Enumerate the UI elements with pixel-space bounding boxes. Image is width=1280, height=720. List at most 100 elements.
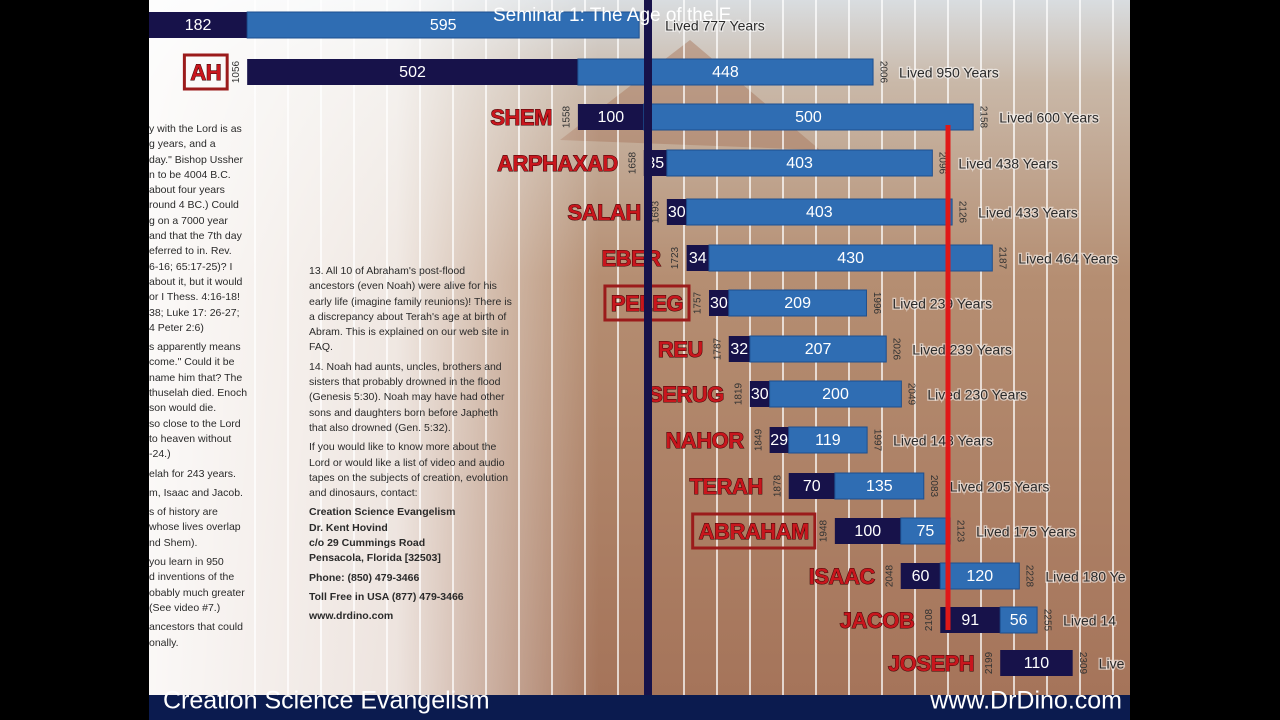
paragraph: m, Isaac and Jacob. [149, 486, 289, 501]
bar-before-label: 100 [597, 109, 624, 126]
left-notes: y with the Lord is as g years, and a day."… [149, 122, 289, 655]
death-year: 2255 [1041, 609, 1052, 632]
bar-before-label: 502 [399, 64, 426, 81]
patriarch-name: TERAH [689, 474, 762, 499]
birth-year: 1056 [231, 60, 242, 83]
text-line: m, Isaac and Jacob. [149, 486, 243, 499]
text-line: onally. [149, 636, 179, 649]
lived-label: Live [1099, 656, 1125, 672]
lived-label: Lived 433 Years [978, 205, 1078, 221]
text-line: 4 Peter 2:6) [149, 321, 204, 334]
bar-after [769, 380, 902, 408]
birth-year: 1948 [818, 519, 829, 542]
birth-year: 1757 [693, 291, 704, 314]
text-line: name him that? The [149, 371, 243, 384]
lived-label: Lived 205 Years [950, 479, 1050, 495]
text-line: s of history are [149, 506, 218, 519]
bar-before [247, 59, 578, 85]
text-line: day." Bishop Ussher [149, 153, 243, 166]
bar-before-label: 29 [770, 432, 788, 449]
bar-before-label: 91 [961, 612, 979, 629]
lived-label: Lived 438 Years [958, 156, 1058, 172]
death-year: 2158 [978, 106, 989, 129]
bar-after [577, 58, 874, 86]
patriarch-name: NAHOR [665, 428, 744, 453]
death-year: 2123 [954, 520, 965, 543]
birth-year: 2108 [924, 608, 935, 631]
bar-after [749, 335, 887, 363]
patriarch-name: JOSEPH [888, 651, 974, 676]
text-line: If you would like to know more about the [309, 441, 497, 454]
text-line: tapes on the subjects of creation, evolu… [309, 471, 509, 484]
bar-after-label: 595 [430, 17, 457, 34]
death-year: 1996 [871, 292, 882, 315]
lived-label: Lived 148 Years [893, 433, 993, 449]
bar-before-label: 182 [185, 17, 212, 34]
text-line: round 4 BC.) Could [149, 199, 239, 212]
paragraph: elah for 243 years. [149, 467, 289, 482]
document-fade [149, 0, 599, 695]
bar-after [643, 103, 974, 131]
text-line: thuselah died. Enoch [149, 387, 248, 400]
bar-after-label: 56 [1010, 612, 1028, 629]
birth-year: 1878 [772, 474, 783, 497]
text-line: y with the Lord is as [149, 123, 242, 135]
bar-after [900, 517, 951, 545]
patriarch-name: REU [658, 337, 703, 362]
text-line: come." Could it be [149, 356, 235, 369]
text-line: son would die. [149, 402, 217, 415]
paragraph: 13. All 10 of Abraham's post-flood ancest… [309, 264, 579, 356]
text-line: Toll Free in USA (877) 479-3466 [309, 590, 464, 603]
bar-before [900, 563, 941, 589]
text-line: whose lives overlap [149, 521, 241, 534]
bar-after [728, 289, 867, 317]
bar-after [666, 149, 933, 177]
bar-before-label: 100 [854, 523, 881, 540]
patriarch-name: SALAH [568, 200, 641, 225]
bar-after [788, 426, 868, 454]
birth-year: 1849 [753, 428, 764, 451]
bar-before [686, 245, 710, 271]
text-line: d inventions of the [149, 571, 235, 584]
text-line: eferred to in. Rev. [149, 245, 232, 258]
text-line: (Genesis 5:30). Noah may have had other [309, 391, 505, 404]
death-year: 2228 [1024, 565, 1035, 588]
text-line: -24.) [149, 448, 171, 461]
paragraph: s of history are whose lives overlap nd Sh… [149, 505, 289, 551]
lived-label: Lived 239 Years [892, 296, 992, 312]
bar-after-label: 200 [822, 386, 849, 403]
bar-before-label: 30 [668, 204, 686, 221]
text-line: n to be 4004 B.C. [149, 168, 231, 181]
text-line: Creation Science Evangelism [309, 506, 456, 519]
text-line: to heaven without [149, 432, 232, 445]
text-line: ancestors (even Noah) were alive for his [309, 280, 497, 293]
paragraph: Creation Science Evangelism Dr. Kent Hovi… [309, 505, 579, 566]
paragraph: 14. Noah had aunts, uncles, brothers and… [309, 360, 579, 436]
bar-before [834, 518, 901, 544]
patriarch-name: AH [190, 60, 221, 85]
text-line: c/o 29 Cummings Road [309, 537, 426, 550]
bar-after [834, 472, 925, 500]
text-line: FAQ. [309, 341, 333, 354]
bar-after [708, 244, 993, 272]
lived-label: Lived 777 Years [665, 18, 765, 34]
text-line: you learn in 950 [149, 556, 224, 569]
lived-label: Lived 14 [1063, 613, 1116, 629]
paragraph: Phone: (850) 479-3466 [309, 571, 579, 586]
bar-before [1000, 650, 1073, 676]
death-year: 2096 [937, 152, 948, 175]
bar-after-label: 500 [795, 109, 822, 126]
bar-after-label: 120 [966, 568, 993, 585]
footer-band [149, 695, 1130, 720]
bar-after-label: 75 [917, 523, 935, 540]
text-line: a discrepancy about Terah's age at birth… [309, 310, 507, 323]
text-line: or I Thess. 4:16-18! [149, 291, 240, 304]
patriarch-name: ARPHAXAD [497, 151, 618, 176]
lived-label: Lived 175 Years [976, 524, 1076, 540]
bar-after-label: 403 [806, 204, 833, 221]
text-line: g years, and a [149, 138, 216, 151]
birth-year: 1787 [712, 337, 723, 360]
bar-before [788, 473, 835, 499]
